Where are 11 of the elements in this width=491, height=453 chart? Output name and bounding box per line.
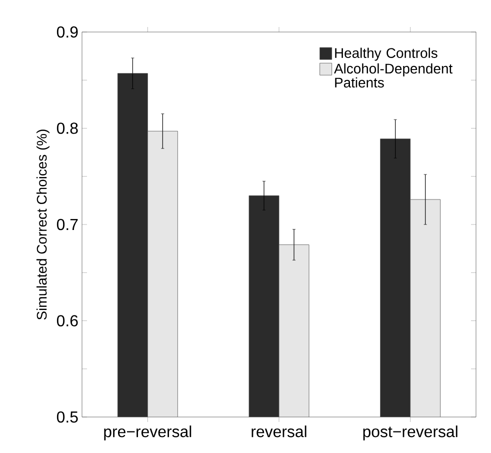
y-tick-label: 0.6 [56, 315, 78, 326]
y-tick-label: 0.7 [56, 218, 78, 230]
legend-label: Alcohol-Dependent Patients [334, 63, 453, 88]
y-tick-label: 0.9 [56, 26, 78, 38]
x-tick-label: pre−reversal [104, 426, 192, 440]
legend-label: Healthy Controls [335, 48, 438, 61]
x-tick-label: post−reversal [363, 426, 458, 440]
y-tick-label: 0.8 [56, 122, 78, 134]
y-tick-label: 0.5 [56, 411, 78, 423]
y-axis-title: Simulated Correct Choices (%) [36, 130, 50, 320]
x-tick-label: reversal [252, 426, 306, 438]
